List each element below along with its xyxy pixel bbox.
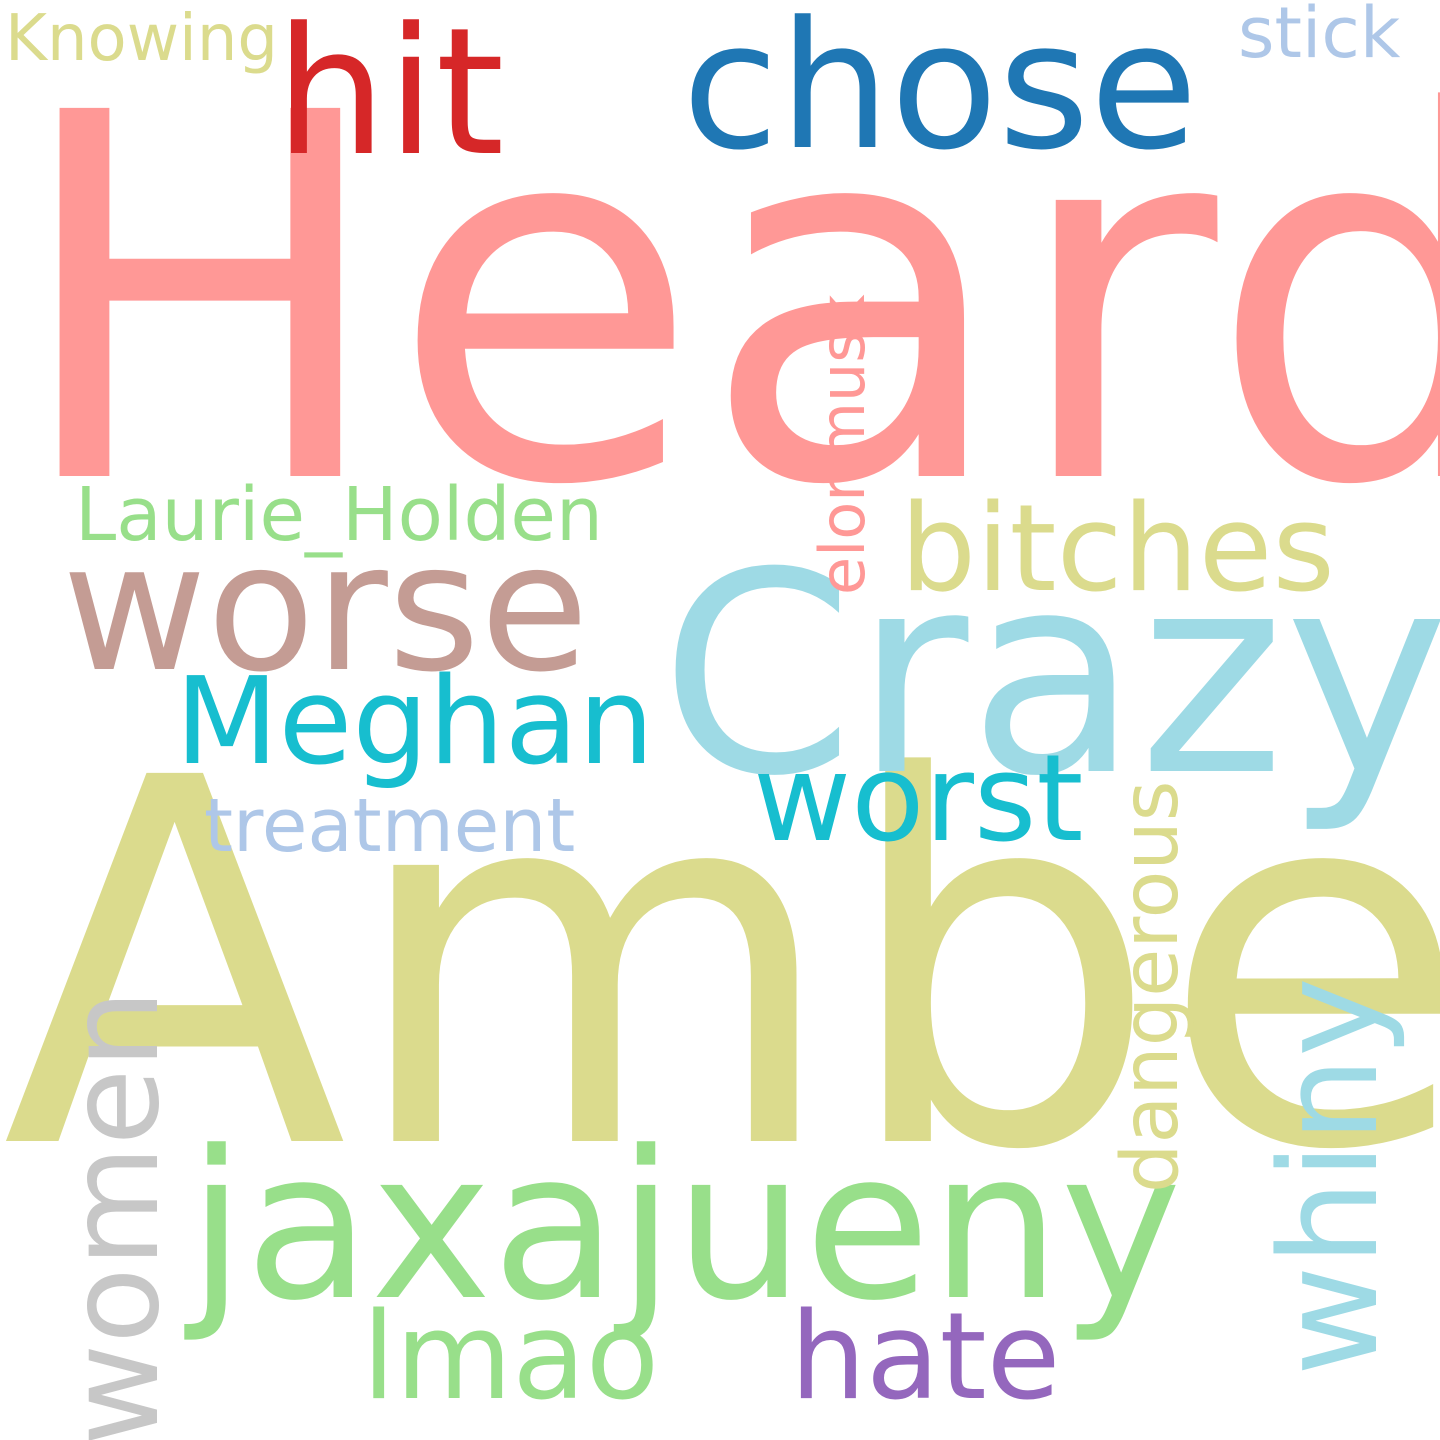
word-laurie-holden: Laurie_Holden xyxy=(75,472,603,558)
word-elonmusk: elonmusk xyxy=(806,294,879,596)
word-dangerous: dangerous xyxy=(1106,780,1196,1193)
word-heard: Heard xyxy=(10,8,1440,596)
word-worse: worse xyxy=(62,505,589,711)
word-amber: Amber xyxy=(2,673,1440,1261)
word-whiny: whiny xyxy=(1251,977,1408,1376)
word-worst: worst xyxy=(753,730,1084,869)
word-jaxajueny: jaxajueny xyxy=(188,1108,1182,1346)
word-knowing: Knowing xyxy=(5,2,278,76)
word-women: women xyxy=(42,989,187,1440)
word-stick: stick xyxy=(1238,0,1401,74)
word-treatment: treatment xyxy=(204,783,576,869)
word-hit: hit xyxy=(275,0,505,195)
word-hate: hate xyxy=(790,1288,1061,1427)
word-meghan: Meghan xyxy=(175,653,655,792)
word-lmao: lmao xyxy=(362,1288,660,1427)
word-crazy: Crazy xyxy=(660,513,1440,837)
word-chose: chose xyxy=(682,0,1198,189)
word-bitches: bitches xyxy=(900,480,1335,619)
